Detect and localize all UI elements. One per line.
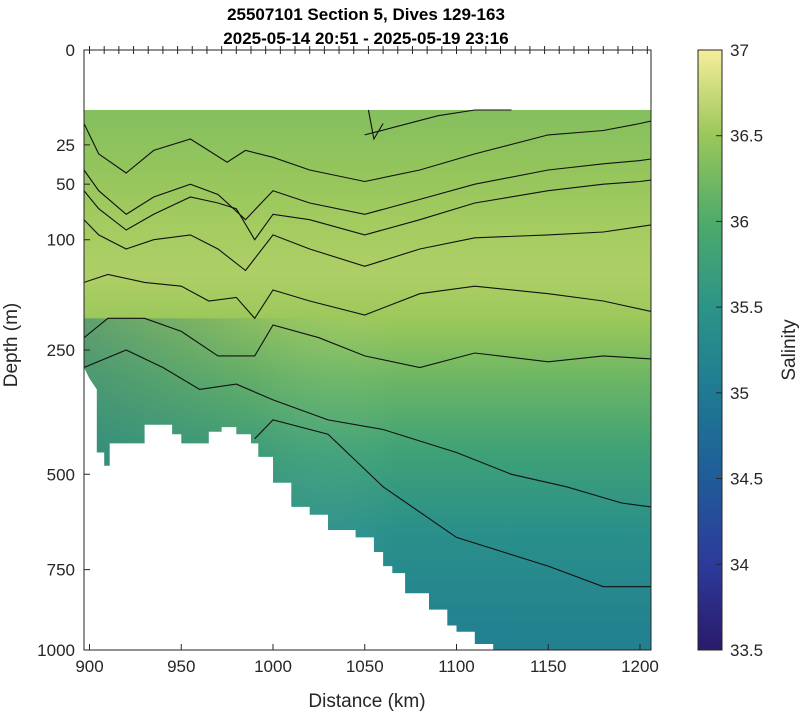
- x-axis-label: Distance (km): [308, 691, 425, 712]
- colorbar-label: Salinity: [779, 319, 800, 381]
- x-tick-label: 950: [167, 657, 195, 676]
- colorbar-tick-label: 34: [730, 555, 749, 574]
- title-block: 25507101 Section 5, Dives 129-163 2025-0…: [223, 5, 508, 48]
- y-tick-label: 0: [66, 41, 75, 60]
- x-tick-label: 1100: [438, 657, 475, 676]
- colorbar-tick-label: 36.5: [730, 127, 763, 146]
- y-tick-label: 100: [47, 231, 75, 250]
- y-tick-label: 750: [47, 561, 75, 580]
- seafloor-mask: [84, 367, 651, 650]
- y-tick-label: 50: [56, 175, 75, 194]
- colorbar: 33.5 34 34.5 35 35.5 36 36.5 37 Salinity: [697, 41, 800, 660]
- seafloor-mask-shape: [84, 367, 651, 650]
- chart-title-line-1: 25507101 Section 5, Dives 129-163: [227, 5, 505, 24]
- colorbar-tick-label: 35.5: [730, 298, 763, 317]
- y-tick-label: 1000: [37, 641, 75, 660]
- chart-title-line-2: 2025-05-14 20:51 - 2025-05-19 23:16: [223, 29, 508, 48]
- y-axis-label: Depth (m): [1, 303, 22, 387]
- colorbar-tick-label: 35: [730, 384, 749, 403]
- y-tick-label: 500: [47, 465, 75, 484]
- contour-line: [84, 120, 651, 183]
- x-tick-label: 1200: [621, 657, 659, 676]
- x-tick-label: 1050: [346, 657, 384, 676]
- colorbar-tick-label: 34.5: [730, 470, 763, 489]
- contour-line: [84, 317, 651, 369]
- contour-line: [84, 158, 651, 221]
- contour-line: [84, 349, 651, 508]
- salinity-contours: [84, 109, 651, 588]
- colorbar-tick-label: 33.5: [730, 641, 763, 660]
- contour-line: [364, 109, 512, 136]
- y-tick-label: 25: [56, 136, 75, 155]
- x-tick-label: 1000: [254, 657, 292, 676]
- colorbar-ticks: 33.5 34 34.5 35 35.5 36 36.5 37: [716, 41, 763, 660]
- x-axis: 900 950 1000 1050 1100 1150 1200: [75, 46, 659, 676]
- x-tick-label: 900: [75, 657, 103, 676]
- y-axis: 0 25 50 100 250 500 750 1000: [37, 41, 90, 660]
- contour-line: [84, 273, 651, 320]
- y-tick-label: 250: [47, 341, 75, 360]
- contour-line: [84, 219, 651, 272]
- contour-line: [254, 419, 651, 588]
- contour-line: [367, 109, 384, 141]
- x-tick-label: 1150: [530, 657, 567, 676]
- colorbar-gradient: [697, 49, 723, 651]
- colorbar-tick-label: 37: [730, 41, 749, 60]
- colorbar-tick-label: 36: [730, 212, 749, 231]
- contour-line: [84, 179, 651, 241]
